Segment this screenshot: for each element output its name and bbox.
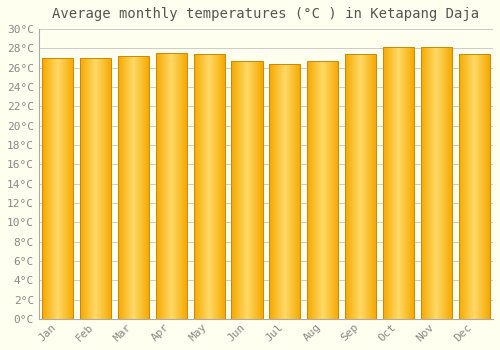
Bar	[307, 61, 338, 319]
Bar	[156, 53, 187, 319]
Bar	[383, 47, 414, 319]
Bar	[232, 61, 262, 319]
Bar	[118, 56, 149, 319]
Bar	[194, 54, 224, 319]
Bar	[42, 58, 74, 319]
Title: Average monthly temperatures (°C ) in Ketapang Daja: Average monthly temperatures (°C ) in Ke…	[52, 7, 480, 21]
Bar	[458, 54, 490, 319]
Bar	[80, 58, 111, 319]
Bar	[421, 47, 452, 319]
Bar	[270, 64, 300, 319]
Bar	[345, 54, 376, 319]
